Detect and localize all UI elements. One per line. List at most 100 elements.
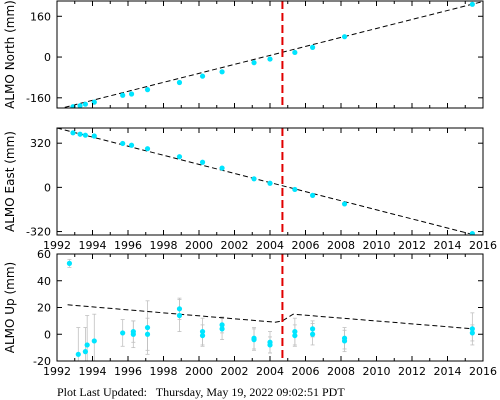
data-point xyxy=(82,101,88,107)
data-point xyxy=(292,186,298,193)
data-point xyxy=(199,159,206,165)
data-point xyxy=(176,154,183,160)
x-tick-label: 2010 xyxy=(363,365,391,378)
footer-label: Plot Last Updated: xyxy=(57,385,147,399)
trend-line xyxy=(60,1,483,108)
data-point xyxy=(219,165,225,171)
data-point xyxy=(91,338,97,344)
data-point xyxy=(292,49,298,56)
x-tick-label: 2004 xyxy=(256,239,284,252)
data-point xyxy=(176,79,183,86)
data-point xyxy=(144,146,151,152)
x-tick-label: 1992 xyxy=(43,239,71,252)
y-axis-label: ALMO Up (mm) xyxy=(3,262,17,353)
x-tick-label: 1996 xyxy=(114,239,142,252)
data-point xyxy=(91,133,97,139)
data-point xyxy=(267,342,273,348)
y-axis-label: ALMO North (mm) xyxy=(3,0,17,109)
data-point xyxy=(84,342,90,348)
x-tick-label: 2004 xyxy=(256,365,284,378)
x-tick-label: 1996 xyxy=(114,365,142,378)
data-point xyxy=(199,328,206,335)
x-tick-label: 2000 xyxy=(185,365,213,378)
footer-timestamp: Thursday, May 19, 2022 09:02:51 PDT xyxy=(155,385,345,399)
data-point xyxy=(469,326,475,332)
y-tick-label: -160 xyxy=(26,92,51,105)
data-point xyxy=(219,326,225,332)
x-tick-label: 2002 xyxy=(221,239,249,252)
x-tick-label: 2012 xyxy=(398,239,426,252)
data-point xyxy=(341,335,348,341)
data-point xyxy=(199,73,206,79)
data-point xyxy=(267,56,273,62)
y-tick-label: 40 xyxy=(37,275,51,288)
data-point xyxy=(469,231,475,235)
trend-line xyxy=(67,304,475,330)
data-point xyxy=(70,130,76,136)
x-tick-label: 2016 xyxy=(469,239,497,252)
panel-1-data xyxy=(60,1,483,108)
panel-frame xyxy=(56,0,484,109)
y-tick-label: 20 xyxy=(37,302,51,315)
x-tick-label: 1994 xyxy=(79,239,107,252)
y-tick-label: -20 xyxy=(33,355,51,368)
data-point xyxy=(82,132,88,138)
data-point xyxy=(292,328,298,335)
y-tick-label: 0 xyxy=(44,181,51,194)
data-point xyxy=(82,349,88,355)
data-point xyxy=(77,131,83,137)
y-tick-label: 0 xyxy=(44,51,51,64)
panel-1: -160 0 160 ALMO North (mm) xyxy=(3,0,484,109)
y-tick-label: 160 xyxy=(30,10,51,23)
x-tick-label: 1994 xyxy=(79,365,107,378)
y-axis-label: ALMO East (mm) xyxy=(3,131,17,232)
x-tick-label: 1998 xyxy=(150,365,178,378)
x-tick-label: 2008 xyxy=(327,239,355,252)
y-tick-label: 60 xyxy=(37,248,51,261)
data-point xyxy=(251,60,257,66)
data-point xyxy=(469,1,475,7)
data-point xyxy=(219,322,225,328)
data-point xyxy=(341,34,348,40)
data-point xyxy=(66,260,73,266)
panel-2-data xyxy=(57,128,477,235)
data-point xyxy=(251,176,257,182)
panel-3: 1992 1994 1996 1998 2000 2002 2004 2006 2008 2010… xyxy=(3,248,497,378)
data-point xyxy=(199,332,206,339)
panel-3-data xyxy=(66,258,475,361)
x-tick-label: 2006 xyxy=(292,365,320,378)
data-point xyxy=(77,103,83,108)
x-tick-label: 2006 xyxy=(292,239,320,252)
data-point xyxy=(120,92,126,98)
x-tick-label: 2002 xyxy=(221,365,249,378)
data-point xyxy=(469,330,475,336)
x-tick-label: 2014 xyxy=(434,365,462,378)
x-tick-label: 1992 xyxy=(43,365,71,378)
data-point xyxy=(310,192,316,198)
x-tick-label: 2016 xyxy=(469,365,497,378)
x-tick-label: 2000 xyxy=(185,239,213,252)
data-point xyxy=(310,331,316,337)
x-tick-label: 1998 xyxy=(150,239,178,252)
x-tick-label: 2010 xyxy=(363,239,391,252)
data-point xyxy=(144,331,151,337)
y-tick-label: 0 xyxy=(44,328,51,341)
y-tick-label: -320 xyxy=(26,226,51,239)
data-point xyxy=(144,87,151,93)
data-point xyxy=(120,330,126,336)
data-point xyxy=(176,312,183,319)
data-point xyxy=(310,44,316,50)
panel-2: 1992 1994 1996 1998 2000 2002 2004 2006 2008 2010… xyxy=(3,127,497,252)
x-tick-label: 2014 xyxy=(434,239,462,252)
x-tick-label: 2012 xyxy=(398,365,426,378)
data-point xyxy=(251,335,257,341)
data-point xyxy=(128,142,135,148)
data-point xyxy=(310,326,316,332)
data-point xyxy=(75,351,81,357)
x-tick-label: 2008 xyxy=(327,365,355,378)
data-point xyxy=(144,324,151,331)
data-point xyxy=(219,69,225,75)
data-point xyxy=(267,180,273,186)
data-point xyxy=(292,332,298,339)
